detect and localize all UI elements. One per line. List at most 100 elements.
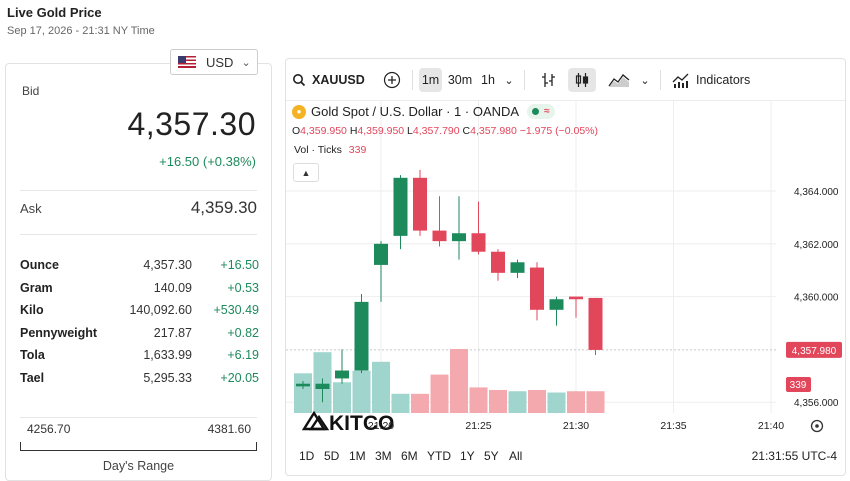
- interval-dropdown[interactable]: ⌄: [502, 68, 516, 92]
- unit-name: Pennyweight: [20, 325, 98, 340]
- x-tick-label: 21:40: [758, 420, 784, 432]
- gold-symbol-icon: ●: [292, 104, 306, 119]
- interval-1h[interactable]: 1h: [481, 73, 495, 87]
- volume-bar: [586, 391, 605, 413]
- bid-price: 4,357.30: [127, 106, 256, 142]
- unit-price-table: Ounce 4,357.30 +16.50 Gram 140.09 +0.53 …: [20, 254, 259, 389]
- currency-select[interactable]: USD ⌄: [170, 49, 258, 75]
- x-tick-label: 21:20: [368, 420, 394, 432]
- candle-body: [569, 296, 583, 300]
- unit-row: Kilo 140,092.60 +530.49: [20, 299, 259, 322]
- volume-bar: [372, 361, 390, 413]
- candle-body: [510, 262, 525, 273]
- unit-row: Pennyweight 217.87 +0.82: [20, 322, 259, 345]
- indicators-button[interactable]: Indicators: [672, 68, 756, 92]
- bar-style-button[interactable]: [538, 68, 560, 92]
- volume-bar: [411, 393, 429, 413]
- unit-change: +530.49: [213, 303, 259, 318]
- volume-bar: [333, 382, 351, 413]
- compare-symbol-button[interactable]: [382, 68, 402, 92]
- unit-change: +0.82: [227, 325, 259, 340]
- range-6m-button[interactable]: 6M: [401, 449, 418, 463]
- market-open-icon: [532, 108, 540, 115]
- chart-legend-title: ● Gold Spot / U.S. Dollar · 1 · OANDA ≈: [292, 104, 555, 119]
- close-value: 4,357.980: [470, 125, 517, 137]
- toolbar-separator: [660, 70, 661, 90]
- volume-bar: [450, 349, 468, 413]
- page-title: Live Gold Price: [7, 5, 102, 20]
- candle-body: [491, 251, 505, 273]
- range-all-button[interactable]: All: [509, 449, 523, 463]
- volume-bars: [294, 349, 605, 413]
- days-range-high: 4381.60: [207, 422, 251, 436]
- volume-bar: [352, 370, 371, 413]
- range-5d-button[interactable]: 5D: [324, 449, 340, 463]
- range-1y-button[interactable]: 1Y: [460, 449, 475, 463]
- unit-price: 1,633.99: [143, 348, 192, 363]
- volume-label: Vol · Ticks: [294, 144, 342, 156]
- high-value: 4,359.950: [357, 125, 405, 137]
- last-volume-label: 339: [790, 380, 807, 391]
- area-style-button[interactable]: [606, 68, 632, 92]
- collapse-legend-button[interactable]: ▲: [293, 163, 319, 182]
- symbol-label: XAUUSD: [312, 73, 365, 87]
- candle-body: [452, 233, 466, 242]
- divider: [20, 234, 257, 235]
- symbol-search[interactable]: XAUUSD: [292, 68, 366, 92]
- gear-icon-center: [815, 424, 819, 428]
- unit-row: Ounce 4,357.30 +16.50: [20, 254, 259, 277]
- range-1d-button[interactable]: 1D: [299, 449, 315, 463]
- range-5y-button[interactable]: 5Y: [484, 449, 499, 463]
- chart-settings-button: [810, 419, 824, 433]
- volume-readout: Vol · Ticks 339: [294, 144, 366, 156]
- unit-price: 140,092.60: [129, 303, 192, 318]
- divider: [20, 417, 257, 418]
- range-3m-button[interactable]: 3M: [375, 449, 392, 463]
- time-axis: 21:20 21:25 21:30 21:35 21:40: [368, 420, 784, 432]
- high-label: H: [349, 125, 358, 137]
- divider: [20, 190, 257, 191]
- candles-style-button[interactable]: [568, 68, 596, 92]
- chevron-down-icon: ⌄: [241, 56, 251, 69]
- range-1m-button[interactable]: 1M: [349, 449, 366, 463]
- change-value: −1.975 (−0.05%): [519, 125, 598, 137]
- interval-30m[interactable]: 30m: [447, 73, 473, 87]
- candle-body: [530, 267, 544, 310]
- days-range-bar: [20, 442, 257, 451]
- kitco-watermark: KITCO: [301, 410, 394, 435]
- unit-name: Kilo: [20, 303, 44, 318]
- chart-panel: XAUUSD 1m 30m 1h ⌄ ⌄ Indicators: [285, 58, 846, 476]
- volume-bar: [430, 374, 449, 413]
- ohlc-bars-icon: [542, 73, 555, 87]
- chart-toolbar: XAUUSD 1m 30m 1h ⌄ ⌄ Indicators: [286, 59, 845, 101]
- toolbar-separator: [412, 70, 413, 90]
- indicators-icon: [672, 73, 689, 88]
- chart-clock: 21:31:55 UTC-4: [751, 449, 837, 463]
- candle-body: [432, 230, 447, 242]
- last-volume-badge: [786, 377, 811, 392]
- low-label: L: [407, 125, 413, 137]
- y-tick-label: 4,356.000: [794, 398, 839, 409]
- chevron-down-icon: ⌄: [640, 74, 650, 87]
- chart-style-dropdown[interactable]: ⌄: [638, 68, 652, 92]
- range-ytd-button[interactable]: YTD: [427, 449, 451, 463]
- close-label: C: [462, 125, 471, 137]
- unit-name: Tael: [20, 370, 45, 385]
- unit-change: +20.05: [220, 370, 259, 385]
- price-chart[interactable]: KITCO 4,364.000 4,362.000 4,360.000 4,356.0…: [286, 101, 846, 447]
- volume-bar: [469, 387, 488, 413]
- days-range-label: Day's Range: [102, 459, 175, 473]
- unit-change: +16.50: [220, 258, 259, 273]
- y-tick-label: 4,360.000: [794, 293, 839, 304]
- candle-body: [393, 177, 408, 236]
- volume-bar: [567, 391, 585, 413]
- interval-1m[interactable]: 1m: [419, 68, 442, 92]
- bid-change: +16.50 (+0.38%): [159, 154, 256, 169]
- candlesticks: [296, 169, 603, 403]
- low-value: 4,357.790: [412, 125, 460, 137]
- candle-body: [374, 243, 388, 265]
- data-delay-icon: ≈: [544, 106, 550, 117]
- x-tick-label: 21:35: [660, 420, 686, 432]
- last-price-label: 4,357.980: [792, 346, 837, 357]
- x-tick-label: 21:30: [563, 420, 589, 432]
